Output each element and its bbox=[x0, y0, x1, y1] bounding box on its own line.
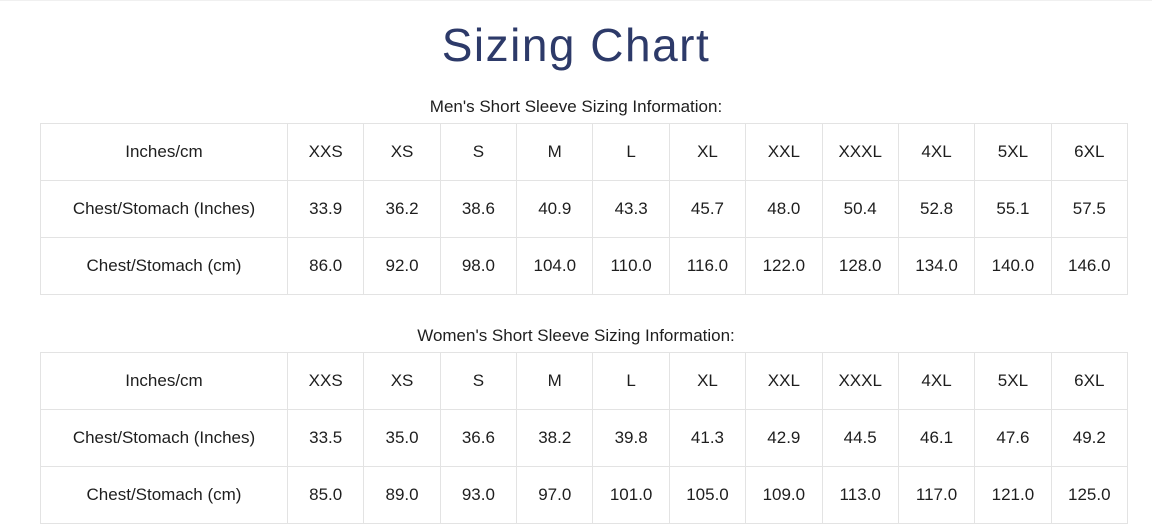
table-header-row: Inches/cm XXS XS S M L XL XXL XXXL 4XL 5… bbox=[40, 352, 1129, 410]
size-value-cell: 146.0 bbox=[1050, 237, 1129, 295]
size-value-cell: 128.0 bbox=[821, 237, 899, 295]
size-value-cell: 44.5 bbox=[821, 409, 899, 467]
size-value-cell: 38.2 bbox=[516, 409, 594, 467]
size-value-cell: 121.0 bbox=[974, 466, 1052, 524]
size-value-cell: 57.5 bbox=[1050, 180, 1129, 238]
column-header: 4XL bbox=[897, 352, 976, 410]
size-value-cell: 33.5 bbox=[286, 409, 365, 467]
column-header: 6XL bbox=[1050, 123, 1129, 181]
column-header: L bbox=[592, 352, 670, 410]
size-value-cell: 36.6 bbox=[439, 409, 518, 467]
mens-section-heading: Men's Short Sleeve Sizing Information: bbox=[429, 97, 723, 116]
size-value-cell: 55.1 bbox=[974, 180, 1052, 238]
column-header: S bbox=[439, 123, 518, 181]
size-value-cell: 116.0 bbox=[668, 237, 747, 295]
mens-sizing-section: Men's Short Sleeve Sizing Information: I… bbox=[0, 97, 1152, 295]
size-value-cell: 92.0 bbox=[363, 237, 441, 295]
size-value-cell: 104.0 bbox=[516, 237, 594, 295]
column-header: XXL bbox=[745, 123, 823, 181]
size-value-cell: 52.8 bbox=[897, 180, 976, 238]
column-header: XXS bbox=[286, 352, 365, 410]
size-value-cell: 86.0 bbox=[286, 237, 365, 295]
size-value-cell: 93.0 bbox=[439, 466, 518, 524]
size-value-cell: 47.6 bbox=[974, 409, 1052, 467]
column-header: 5XL bbox=[974, 352, 1052, 410]
size-value-cell: 33.9 bbox=[286, 180, 365, 238]
column-header: 5XL bbox=[974, 123, 1052, 181]
column-header: XXS bbox=[286, 123, 365, 181]
column-header: 4XL bbox=[897, 123, 976, 181]
column-header: M bbox=[516, 352, 594, 410]
size-value-cell: 40.9 bbox=[516, 180, 594, 238]
size-value-cell: 125.0 bbox=[1050, 466, 1129, 524]
size-value-cell: 35.0 bbox=[363, 409, 441, 467]
womens-section-heading: Women's Short Sleeve Sizing Information: bbox=[417, 326, 735, 345]
column-header: M bbox=[516, 123, 594, 181]
column-header: Inches/cm bbox=[40, 352, 288, 410]
row-label: Chest/Stomach (Inches) bbox=[40, 180, 288, 238]
table-row: Chest/Stomach (Inches) 33.9 36.2 38.6 40… bbox=[40, 180, 1129, 238]
size-value-cell: 101.0 bbox=[592, 466, 670, 524]
size-value-cell: 98.0 bbox=[439, 237, 518, 295]
table-header-row: Inches/cm XXS XS S M L XL XXL XXXL 4XL 5… bbox=[40, 123, 1129, 181]
size-value-cell: 36.2 bbox=[363, 180, 441, 238]
page-title: Sizing Chart bbox=[441, 19, 711, 71]
column-header: XS bbox=[363, 123, 441, 181]
womens-sizing-table: Inches/cm XXS XS S M L XL XXL XXXL 4XL 5… bbox=[40, 352, 1129, 524]
table-row: Chest/Stomach (Inches) 33.5 35.0 36.6 38… bbox=[40, 409, 1129, 467]
size-value-cell: 109.0 bbox=[745, 466, 823, 524]
size-value-cell: 85.0 bbox=[286, 466, 365, 524]
size-value-cell: 122.0 bbox=[745, 237, 823, 295]
column-header: XL bbox=[668, 123, 747, 181]
size-value-cell: 89.0 bbox=[363, 466, 441, 524]
size-value-cell: 46.1 bbox=[897, 409, 976, 467]
size-value-cell: 117.0 bbox=[897, 466, 976, 524]
size-value-cell: 113.0 bbox=[821, 466, 899, 524]
column-header: XS bbox=[363, 352, 441, 410]
size-value-cell: 41.3 bbox=[668, 409, 747, 467]
row-label: Chest/Stomach (Inches) bbox=[40, 409, 288, 467]
mens-sizing-table: Inches/cm XXS XS S M L XL XXL XXXL 4XL 5… bbox=[40, 123, 1129, 295]
size-value-cell: 38.6 bbox=[439, 180, 518, 238]
row-label: Chest/Stomach (cm) bbox=[40, 237, 288, 295]
column-header: S bbox=[439, 352, 518, 410]
table-row: Chest/Stomach (cm) 85.0 89.0 93.0 97.0 1… bbox=[40, 466, 1129, 524]
column-header: XXXL bbox=[821, 352, 899, 410]
column-header: XL bbox=[668, 352, 747, 410]
table-row: Chest/Stomach (cm) 86.0 92.0 98.0 104.0 … bbox=[40, 237, 1129, 295]
size-value-cell: 43.3 bbox=[592, 180, 670, 238]
column-header: L bbox=[592, 123, 670, 181]
size-value-cell: 42.9 bbox=[745, 409, 823, 467]
size-value-cell: 140.0 bbox=[974, 237, 1052, 295]
size-value-cell: 50.4 bbox=[821, 180, 899, 238]
row-label: Chest/Stomach (cm) bbox=[40, 466, 288, 524]
size-value-cell: 48.0 bbox=[745, 180, 823, 238]
size-value-cell: 97.0 bbox=[516, 466, 594, 524]
size-value-cell: 39.8 bbox=[592, 409, 670, 467]
column-header: XXL bbox=[745, 352, 823, 410]
size-value-cell: 105.0 bbox=[668, 466, 747, 524]
size-value-cell: 49.2 bbox=[1050, 409, 1129, 467]
womens-sizing-section: Women's Short Sleeve Sizing Information:… bbox=[0, 326, 1152, 524]
size-value-cell: 45.7 bbox=[668, 180, 747, 238]
column-header: XXXL bbox=[821, 123, 899, 181]
size-value-cell: 110.0 bbox=[592, 237, 670, 295]
top-divider bbox=[0, 0, 1152, 1]
column-header: 6XL bbox=[1050, 352, 1129, 410]
size-value-cell: 134.0 bbox=[897, 237, 976, 295]
column-header: Inches/cm bbox=[40, 123, 288, 181]
